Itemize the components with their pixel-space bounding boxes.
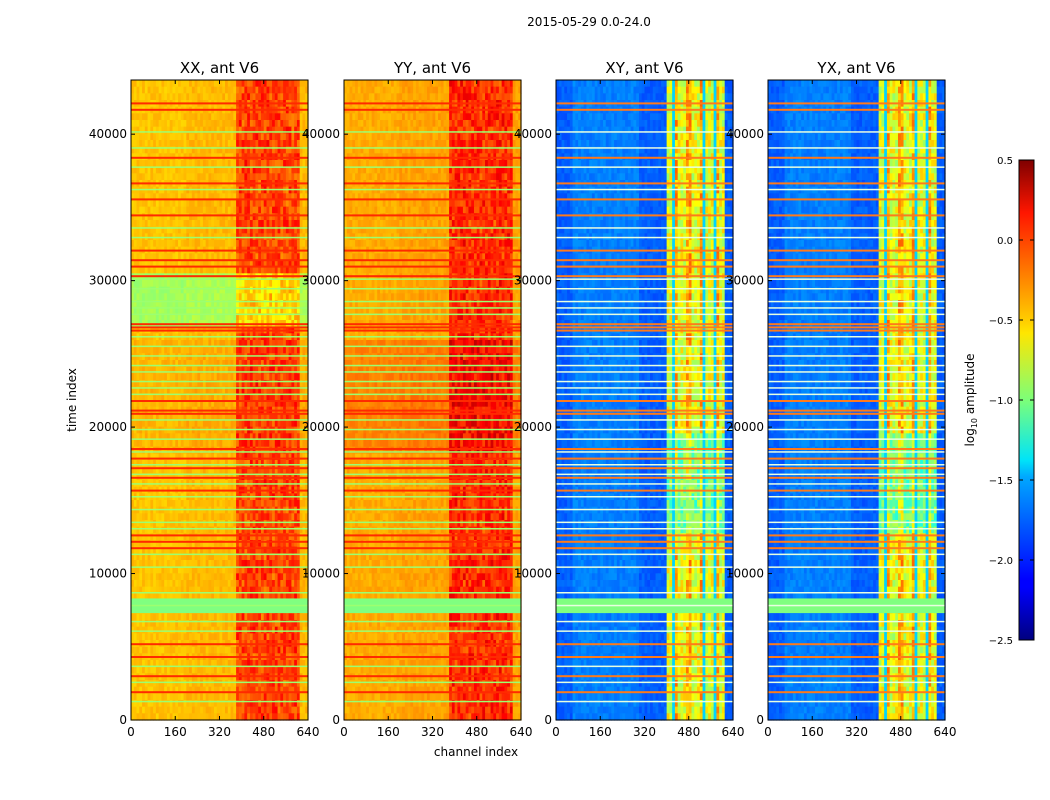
- panels: XX, ant V60 160 320 480 64001000020000300004…: [89, 59, 957, 739]
- panel-1: XX, ant V60 160 320 480 64001000020000300004…: [89, 59, 320, 739]
- figure: 2015-05-29 0.0-24.0 XX, ant V6 0 160 320 480…: [0, 0, 1050, 800]
- suptitle: 2015-05-29 0.0-24.0: [527, 15, 651, 29]
- chart-svg: 2015-05-29 0.0-24.0 XX, ant V60 160 320 480…: [0, 0, 1050, 800]
